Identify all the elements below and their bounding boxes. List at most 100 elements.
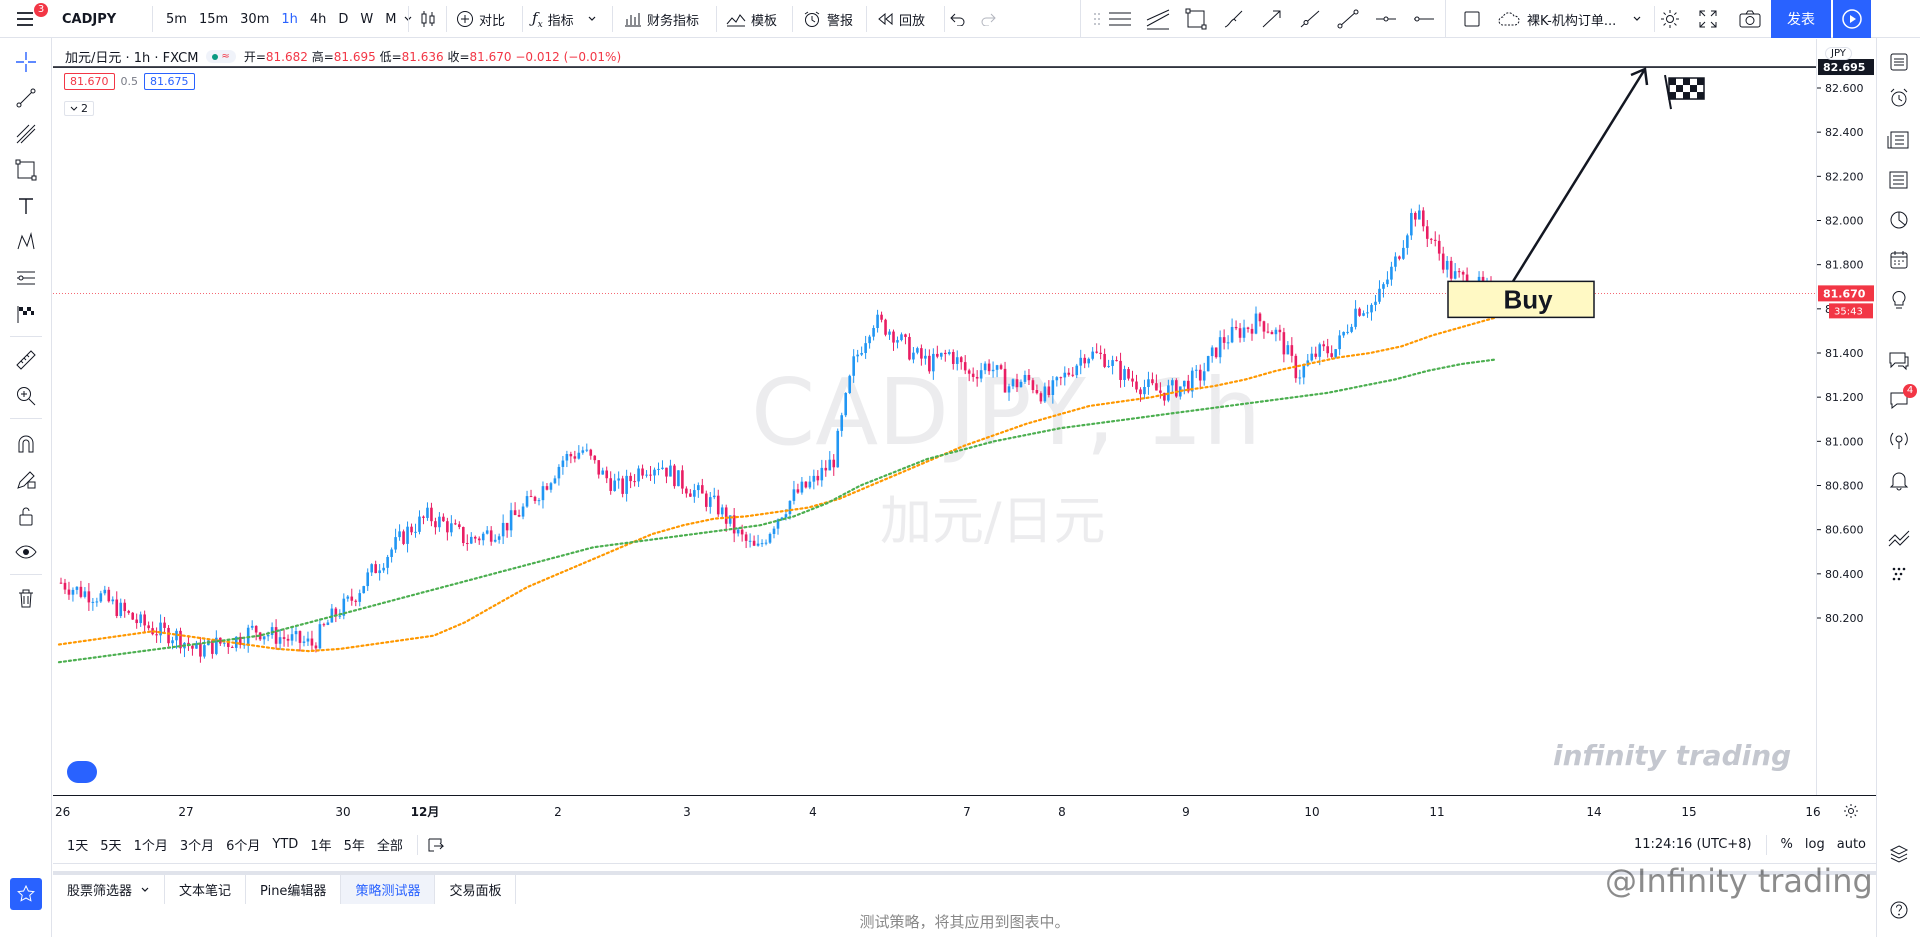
interval-m[interactable]: M <box>385 11 397 27</box>
select-all-button[interactable] <box>1463 0 1481 38</box>
log-toggle[interactable]: log <box>1804 837 1825 852</box>
candle-body <box>641 468 644 476</box>
currency-label[interactable]: JPY <box>1825 47 1852 60</box>
undo-icon[interactable] <box>950 12 966 26</box>
gear-icon[interactable] <box>1843 803 1859 819</box>
layout-selector[interactable]: 裸K-机构订单... <box>1497 0 1642 38</box>
icons-tool[interactable] <box>10 298 42 330</box>
range-1d[interactable]: 1天 <box>67 839 89 854</box>
interval-w[interactable]: W <box>360 11 374 27</box>
compare-button[interactable]: 对比 <box>456 0 505 38</box>
layers-button[interactable] <box>1883 838 1915 870</box>
indicator-collapse-button[interactable]: 2 <box>64 101 94 116</box>
trendline-tool[interactable] <box>1329 0 1367 38</box>
measure-tool[interactable] <box>10 344 42 376</box>
hlines-tool[interactable] <box>1101 0 1139 38</box>
tab-stock-screener[interactable]: 股票筛选器 <box>53 875 166 904</box>
publish-button[interactable]: 发表 <box>1771 0 1831 38</box>
play-button[interactable] <box>1833 0 1871 38</box>
time-axis[interactable]: 26 27 30 12月 2 3 4 7 8 9 10 11 14 15 16 <box>53 795 1876 825</box>
range-all[interactable]: 全部 <box>376 839 403 854</box>
watchlist-star-button[interactable] <box>10 878 42 910</box>
symbol-search[interactable]: CADJPY <box>62 11 117 27</box>
tab-trading-panel[interactable]: 交易面板 <box>435 875 517 904</box>
candlestick-chart[interactable]: Buy <box>53 39 1816 795</box>
channel-tool[interactable] <box>1139 0 1177 38</box>
auto-toggle[interactable]: auto <box>1836 837 1866 852</box>
tab-strategy-tester[interactable]: 策略测试器 <box>341 875 436 904</box>
chevron-down-icon[interactable] <box>403 14 413 24</box>
financials-button[interactable]: 财务指标 <box>624 0 699 38</box>
trendline-tool-left[interactable] <box>10 82 42 114</box>
sell-button[interactable]: 81.670 <box>64 73 115 90</box>
range-1m[interactable]: 1个月 <box>133 839 168 854</box>
notifications-button[interactable] <box>1883 464 1915 496</box>
lock-tool[interactable] <box>10 500 42 532</box>
messages-button[interactable]: 4 <box>1883 384 1917 416</box>
rectangle-tool[interactable] <box>1177 0 1215 38</box>
chart-type-button[interactable] <box>418 0 438 38</box>
range-5y[interactable]: 5年 <box>343 839 365 854</box>
tab-pine-editor[interactable]: Pine编辑器 <box>246 875 342 904</box>
chart-pane[interactable]: CADJPY, 1h 加元/日元 Buy infinity trading <box>53 39 1816 795</box>
main-menu-button[interactable]: 3 <box>8 0 48 38</box>
range-1y[interactable]: 1年 <box>310 839 332 854</box>
range-3m[interactable]: 3个月 <box>179 839 215 854</box>
candle-body <box>111 599 115 602</box>
snapshot-button[interactable] <box>1738 0 1762 38</box>
interval-4h[interactable]: 4h <box>309 11 327 27</box>
text-tool[interactable] <box>10 190 42 222</box>
streams-button[interactable] <box>1883 424 1915 456</box>
help-button[interactable] <box>1883 894 1915 926</box>
fib-tool[interactable] <box>10 118 42 150</box>
horizontal-line-tool[interactable] <box>1405 0 1443 38</box>
brush-tool[interactable] <box>1215 0 1253 38</box>
replay-button[interactable]: 回放 <box>876 0 925 38</box>
templates-button[interactable]: 模板 <box>726 0 777 38</box>
range-6m[interactable]: 6个月 <box>226 839 261 854</box>
chats-button[interactable] <box>1883 344 1915 376</box>
drag-handle-icon[interactable] <box>1093 11 1101 27</box>
ray-tool[interactable] <box>1291 0 1329 38</box>
interval-30m[interactable]: 30m <box>240 11 270 27</box>
interval-15m[interactable]: 15m <box>198 11 229 27</box>
settings-button[interactable] <box>1659 0 1681 38</box>
price-axis[interactable]: 82.60082.40082.20082.00081.80081.60081.4… <box>1816 39 1876 795</box>
pattern-tool[interactable] <box>10 226 42 258</box>
hide-tool[interactable] <box>10 536 42 568</box>
alerts-button[interactable] <box>1883 82 1915 114</box>
watchlist-button[interactable] <box>1883 46 1915 78</box>
market-status[interactable]: ≈ <box>206 50 236 63</box>
range-ytd[interactable]: YTD <box>272 837 299 852</box>
shapes-tool[interactable] <box>10 154 42 186</box>
fullscreen-button[interactable] <box>1698 0 1718 38</box>
alert-button[interactable]: 警报 <box>802 0 853 38</box>
interval-5m[interactable]: 5m <box>166 11 187 27</box>
clock[interactable]: 11:24:16 (UTC+8) <box>1633 837 1752 852</box>
ideas-button[interactable] <box>1883 284 1915 316</box>
news-button[interactable] <box>1883 124 1915 156</box>
magnet-tool[interactable] <box>10 428 42 460</box>
indicators-button[interactable]: ƒx 指标 <box>532 0 597 38</box>
buy-button[interactable]: 81.675 <box>144 73 195 90</box>
prediction-tool[interactable] <box>10 262 42 294</box>
data-window-button[interactable] <box>1883 164 1915 196</box>
zoom-tool[interactable] <box>10 380 42 412</box>
horizontal-ray-tool[interactable] <box>1367 0 1405 38</box>
goto-date-icon[interactable] <box>426 836 446 854</box>
trading-button[interactable] <box>1883 522 1915 554</box>
calendar-button[interactable] <box>1883 244 1915 276</box>
interval-1h[interactable]: 1h <box>281 11 298 27</box>
remove-drawings-tool[interactable] <box>10 582 42 614</box>
drawing-mode-tool[interactable] <box>10 464 42 496</box>
interval-d[interactable]: D <box>338 11 349 27</box>
arrow-tool[interactable] <box>1253 0 1291 38</box>
candle-body <box>1079 357 1083 366</box>
percent-toggle[interactable]: % <box>1780 837 1793 852</box>
hotlists-button[interactable] <box>1883 204 1915 236</box>
redo-icon[interactable] <box>980 12 996 26</box>
depth-button[interactable] <box>1883 558 1915 590</box>
tab-text-notes[interactable]: 文本笔记 <box>165 875 247 904</box>
crosshair-tool[interactable] <box>10 46 42 78</box>
range-5d[interactable]: 5天 <box>100 839 122 854</box>
